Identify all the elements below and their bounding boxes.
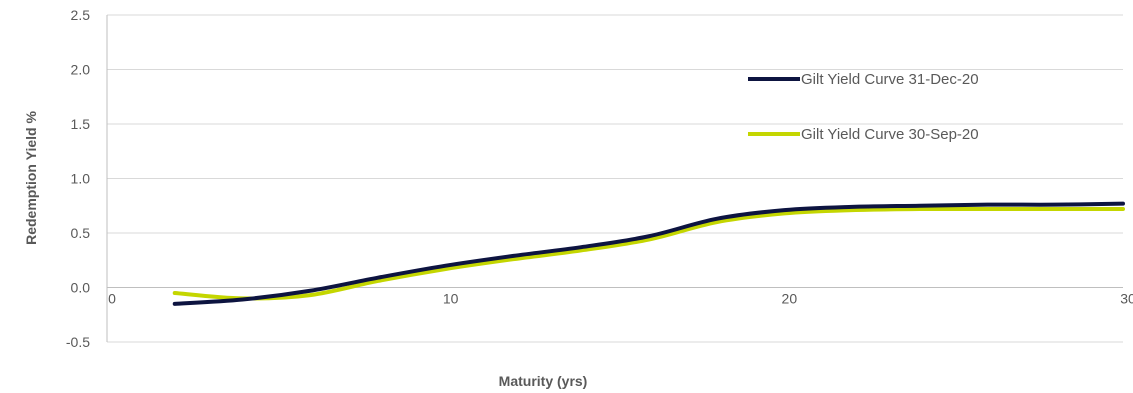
y-tick-label: 1.0 <box>71 171 91 187</box>
y-tick-label: -0.5 <box>66 334 90 350</box>
legend-label: Gilt Yield Curve 30-Sep-20 <box>801 126 979 143</box>
legend-label: Gilt Yield Curve 31-Dec-20 <box>801 71 979 88</box>
y-tick-label: 1.5 <box>71 116 91 132</box>
gridlines <box>107 14 1123 343</box>
x-tick-label: 10 <box>443 291 459 307</box>
series-line-1 <box>172 201 1125 306</box>
y-tick-label: 0.0 <box>71 280 91 296</box>
x-tick-labels: 0 10 20 30 <box>108 291 1133 307</box>
y-tick-labels: -0.5 0.0 0.5 1.0 1.5 2.0 2.5 <box>66 7 90 350</box>
x-axis-title: Maturity (yrs) <box>499 373 588 389</box>
x-tick-label: 30 <box>1120 291 1133 307</box>
y-tick-label: 0.5 <box>71 225 91 241</box>
series-lines <box>172 201 1125 306</box>
legend: Gilt Yield Curve 31-Dec-20 Gilt Yield Cur… <box>748 71 979 143</box>
series-line-2 <box>172 206 1125 301</box>
axes <box>106 15 1123 342</box>
y-tick-label: 2.5 <box>71 7 91 23</box>
y-tick-label: 2.0 <box>71 62 91 78</box>
y-axis-title: Redemption Yield % <box>23 111 39 245</box>
x-tick-label: 20 <box>782 291 798 307</box>
x-tick-label: 0 <box>108 291 116 307</box>
